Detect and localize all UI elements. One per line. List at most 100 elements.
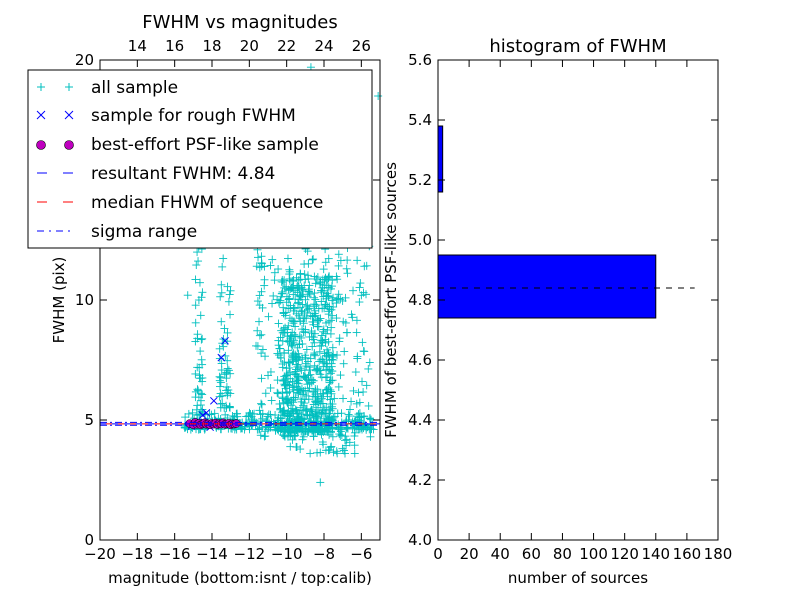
histogram-bars [437,125,657,319]
data-point [319,440,328,449]
data-point [296,419,305,428]
data-point [354,388,363,397]
data-point [352,316,361,325]
data-point [310,306,319,315]
data-point [193,248,202,257]
data-point [312,300,321,309]
data-point [295,332,304,341]
data-point [324,283,333,292]
data-point [339,359,348,368]
data-point [281,380,290,389]
data-point [222,374,231,383]
data-point [358,377,367,386]
data-point [311,409,320,418]
y-tick-label: 5.0 [408,231,432,249]
data-point [220,324,229,333]
data-point [280,358,289,367]
data-point [217,366,226,375]
data-point [196,347,205,356]
data-point [362,381,371,390]
data-point [316,370,325,379]
data-point [332,314,341,323]
data-point [325,409,334,418]
data-point [274,336,283,345]
data-point [276,404,285,413]
x-tick-label: −10 [271,545,303,563]
data-point [328,352,337,361]
data-point [292,273,301,282]
legend-marker-circle [36,140,74,150]
data-point [313,413,322,422]
data-point [367,424,376,433]
data-point [329,413,338,422]
data-point [197,335,206,344]
data-point [356,279,365,288]
data-point [324,317,333,326]
histogram-ylabel: FWHM of best-effort PSF-like sources [382,162,400,438]
data-point [286,304,295,313]
data-point [324,254,333,263]
data-point [308,255,317,264]
data-point [334,290,343,299]
data-point [294,385,303,394]
data-point [321,409,330,418]
histogram-xlabel: number of sources [508,569,648,587]
data-point [327,323,336,332]
data-point [220,370,229,379]
scatter-ylabel: FWHM (pix) [50,257,68,344]
data-point [334,294,343,303]
histogram-y-ticks: 4.0 4.2 4.4 4.6 4.8 5.0 5.2 5.4 5.6 [408,51,718,549]
legend-label: median FHWM of sequence [91,193,323,213]
data-point [258,414,267,423]
data-point [311,311,320,320]
x-tick-label: −20 [84,545,116,563]
data-point [196,401,205,410]
data-point [268,255,277,264]
data-point [288,408,297,417]
data-point [353,256,362,265]
data-point [253,425,262,434]
data-point [257,287,266,296]
legend-label: sample for rough FWHM [91,106,296,126]
data-point [202,408,211,417]
data-point [323,362,332,371]
y-tick-label: 5.6 [408,51,432,69]
data-point [280,348,289,357]
data-point [181,413,190,422]
data-point [345,438,354,447]
data-point [223,282,232,291]
data-point [289,393,298,402]
data-point [292,309,301,318]
data-point [321,300,330,309]
data-point [296,445,305,454]
data-point [279,308,288,317]
data-point [308,392,317,401]
data-point [311,351,320,360]
data-point [282,371,291,380]
data-point [257,330,266,339]
data-point [266,383,275,392]
data-point [253,297,262,306]
data-point [333,351,342,360]
data-point [288,328,297,337]
data-point [223,364,232,373]
data-point [292,282,301,291]
data-point [288,435,297,444]
data-point [304,371,313,380]
data-point [253,342,262,351]
data-point [218,262,227,271]
data-point [292,426,301,435]
data-point [283,254,292,263]
data-point [300,366,309,375]
data-point [326,284,335,293]
data-point [350,441,359,450]
scatter-xlabel: magnitude (bottom:isnt / top:calib) [108,569,372,587]
x2-tick-label: 18 [202,37,221,55]
x-tick-label: 100 [579,545,608,563]
data-point [210,409,219,418]
data-point [309,255,318,264]
data-point [330,412,339,421]
data-point [360,347,369,356]
data-point [217,280,226,289]
data-point [309,376,318,385]
